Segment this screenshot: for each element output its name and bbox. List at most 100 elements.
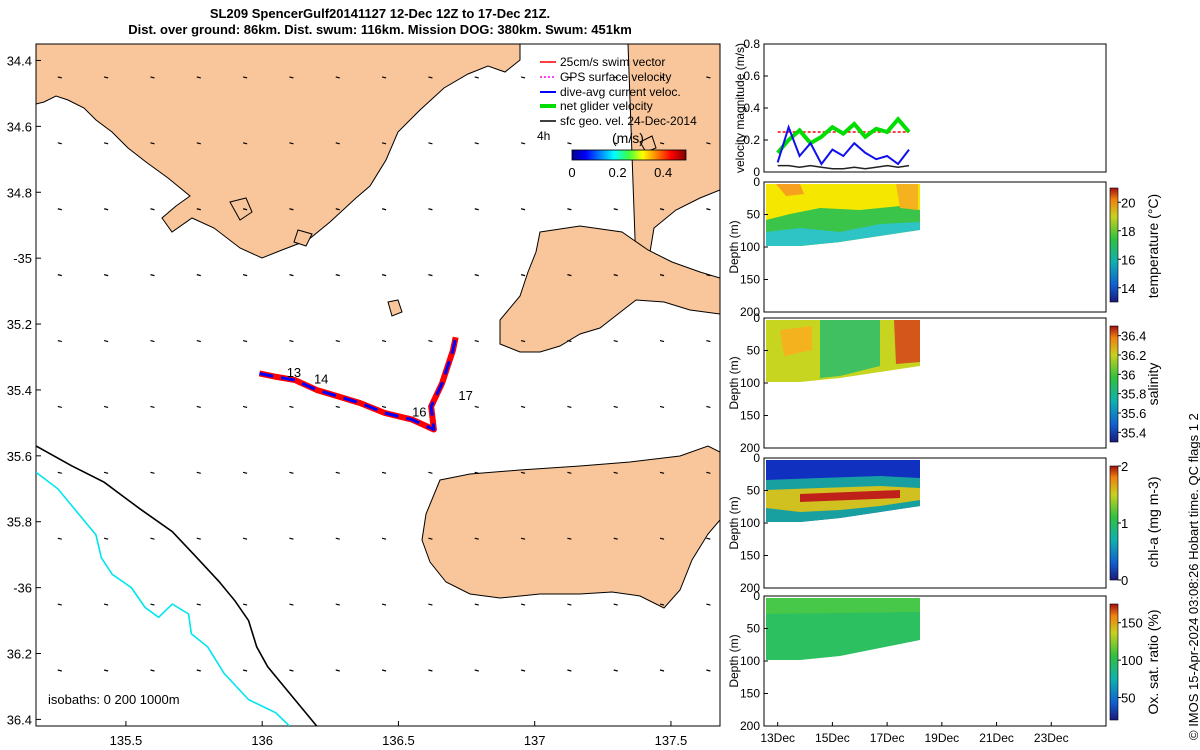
vector-arrow — [428, 669, 433, 672]
colorbar-tick-label: 35.6 — [1121, 406, 1146, 421]
isobath-1000m — [36, 471, 290, 726]
depth-tick-label: 0 — [753, 451, 760, 465]
vector-arrow — [381, 471, 387, 474]
vector-arrow — [474, 603, 479, 606]
vector-arrow — [520, 142, 526, 145]
vector-arrow — [659, 603, 665, 606]
map-x-tick-label: 137.5 — [655, 733, 688, 748]
vector-arrow — [428, 208, 433, 211]
island-2 — [293, 229, 313, 247]
vector-arrow — [289, 76, 294, 79]
vector-arrow — [520, 274, 526, 277]
imos-credit: © IMOS 15-Apr-2024 03:08:26 Hobart time.… — [1186, 413, 1200, 740]
chla-peak-band — [800, 490, 900, 502]
vector-arrow — [150, 142, 155, 145]
legend-geo: sfc geo. vel. 24-Dec-2014 — [560, 114, 697, 128]
vector-arrow — [196, 339, 201, 343]
colorbar-tick-label: 18 — [1121, 224, 1135, 239]
vector-arrow — [57, 142, 62, 145]
vector-arrow — [659, 208, 665, 211]
vector-arrow — [242, 471, 248, 474]
depth-tick-label: 100 — [740, 516, 760, 530]
vector-arrow — [381, 339, 387, 343]
island-3 — [387, 299, 403, 317]
vector-arrow — [289, 208, 294, 211]
temperature-deep-layer — [766, 222, 920, 246]
colorbar-tick-label: 100 — [1121, 653, 1143, 668]
vector-arrow — [474, 339, 479, 343]
vector-arrow — [150, 669, 155, 672]
vector-arrow — [474, 405, 479, 408]
vector-arrow — [335, 339, 340, 343]
vector-arrow — [706, 669, 711, 672]
vector-arrow — [474, 669, 479, 672]
depth-tick-label: 0 — [753, 175, 760, 189]
velocity-y-tick-label: 0.4 — [743, 101, 760, 115]
vector-arrow — [150, 76, 155, 79]
oxygen-ylabel: Depth (m) — [727, 634, 741, 687]
vector-arrow — [103, 669, 109, 672]
depth-tick-label: 200 — [740, 581, 760, 595]
vector-arrow — [289, 669, 294, 672]
vector-arrow — [57, 339, 62, 343]
vector-arrow — [335, 537, 340, 540]
depth-tick-label: 50 — [747, 208, 761, 222]
vector-arrow — [567, 603, 572, 606]
vector-arrow — [150, 208, 155, 211]
legend-net: net glider velocity — [560, 99, 653, 113]
legend-swim: 25cm/s swim vector — [560, 55, 665, 69]
vector-arrow — [659, 142, 665, 145]
velocity-y-tick-label: 0.6 — [743, 69, 760, 83]
velocity-series-line — [776, 116, 911, 155]
vector-arrow — [659, 405, 665, 408]
vector-arrow — [706, 471, 711, 474]
vector-arrow — [335, 603, 340, 606]
vector-arrow — [520, 537, 526, 540]
vector-arrow — [196, 405, 201, 408]
velocity-y-tick-label: 0 — [753, 165, 760, 179]
day-label: 13 — [287, 365, 301, 380]
profile-panels: temperature (°C) Depth (m) salinity Dept… — [727, 175, 1161, 745]
vector-arrow — [150, 274, 155, 277]
eyre-peninsula — [36, 44, 521, 259]
map-y-tick-label: 34.4 — [7, 53, 32, 68]
vector-arrow — [242, 405, 248, 408]
vector-arrow — [613, 471, 618, 474]
oxygen-cbar-label: Ox. sat. ratio (%) — [1145, 609, 1161, 714]
vector-arrow — [567, 537, 572, 540]
vector-arrow — [57, 405, 62, 408]
vector-arrow — [659, 669, 665, 672]
vector-arrow — [242, 603, 248, 606]
chla-cbar-label: chl-a (mg m-3) — [1145, 476, 1161, 567]
vector-arrow — [381, 274, 387, 277]
vector-arrow — [150, 471, 155, 474]
salinity-cbar-label: salinity — [1145, 363, 1161, 406]
vector-arrow — [659, 339, 665, 343]
depth-tick-label: 150 — [740, 409, 760, 423]
vector-arrow — [381, 208, 387, 211]
velocity-y-tick-label: 0.8 — [743, 37, 760, 51]
chla-colorbar — [1109, 465, 1119, 581]
colorbar-tick-label: 150 — [1121, 616, 1143, 631]
speed-colorbar-tick: 0.4 — [654, 165, 672, 180]
vector-arrow — [520, 405, 526, 408]
vector-arrow — [196, 471, 201, 474]
map-y-tick-label: -35 — [13, 251, 32, 266]
salinity-fresh-patch — [820, 320, 880, 378]
time-tick-label: 17Dec — [870, 731, 905, 745]
vector-arrow — [103, 405, 109, 408]
vector-arrow — [613, 537, 618, 540]
vector-arrow — [242, 669, 248, 672]
vector-arrow — [706, 274, 711, 277]
profile-axis-ticks: 0501001502000501001502000501001502000501… — [740, 175, 1146, 745]
vector-arrow — [289, 405, 294, 408]
temperature-ylabel: Depth (m) — [727, 220, 741, 273]
vector-arrow — [659, 471, 665, 474]
map-y-tick-label: 35.2 — [7, 317, 32, 332]
vector-arrow — [196, 142, 201, 145]
velocity-panel: 0 0.2 0.4 0.6 0.8 velocity magnitude (m/s) — [733, 37, 1107, 179]
vector-arrow — [520, 76, 526, 79]
vector-arrow — [381, 603, 387, 606]
depth-tick-label: 0 — [753, 311, 760, 325]
track-current-vectors — [259, 336, 458, 431]
